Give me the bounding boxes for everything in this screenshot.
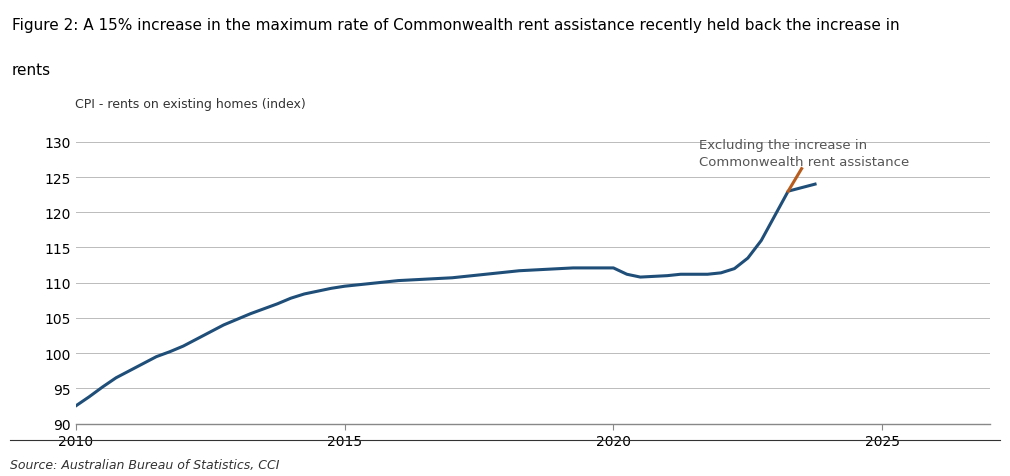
Text: Source: Australian Bureau of Statistics, CCI: Source: Australian Bureau of Statistics,… (10, 458, 280, 471)
Text: CPI - rents on existing homes (index): CPI - rents on existing homes (index) (75, 98, 306, 111)
Text: Figure 2: A 15% increase in the maximum rate of Commonwealth rent assistance rec: Figure 2: A 15% increase in the maximum … (12, 18, 900, 33)
Text: Excluding the increase in
Commonwealth rent assistance: Excluding the increase in Commonwealth r… (700, 139, 910, 169)
Text: rents: rents (12, 63, 52, 78)
